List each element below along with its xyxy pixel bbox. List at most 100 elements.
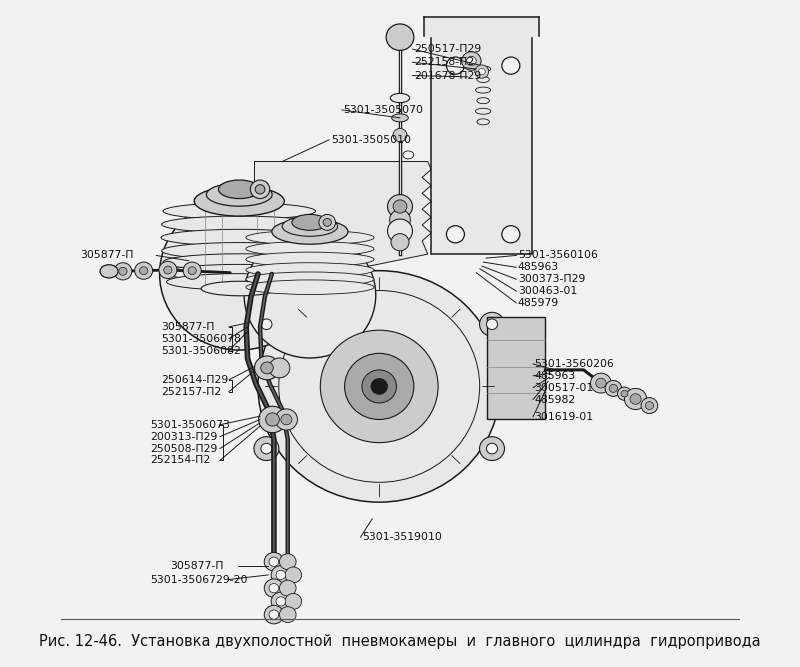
Text: Рис. 12-46.  Установка двухполостной  пневмокамеры  и  главного  цилиндра  гидро: Рис. 12-46. Установка двухполостной пнев… xyxy=(39,634,761,649)
Text: 5301-3560206: 5301-3560206 xyxy=(534,359,614,369)
Text: 5301-3506073: 5301-3506073 xyxy=(150,420,230,430)
Circle shape xyxy=(269,358,290,378)
Circle shape xyxy=(502,225,520,243)
Text: 485963: 485963 xyxy=(518,262,559,272)
Circle shape xyxy=(255,185,265,194)
Circle shape xyxy=(278,291,480,482)
Ellipse shape xyxy=(272,219,348,244)
Text: 300463-01: 300463-01 xyxy=(518,286,577,296)
Ellipse shape xyxy=(475,87,490,93)
Circle shape xyxy=(258,406,286,433)
Circle shape xyxy=(391,233,409,251)
Circle shape xyxy=(164,266,172,274)
Text: 5301-3519010: 5301-3519010 xyxy=(362,532,442,542)
Circle shape xyxy=(279,580,296,596)
Ellipse shape xyxy=(218,180,260,199)
Circle shape xyxy=(590,374,611,393)
Circle shape xyxy=(387,219,413,243)
Ellipse shape xyxy=(166,273,312,290)
Text: 485982: 485982 xyxy=(534,395,576,405)
Ellipse shape xyxy=(292,214,328,230)
Text: 485963: 485963 xyxy=(534,371,576,381)
Circle shape xyxy=(244,232,376,358)
Circle shape xyxy=(605,380,622,396)
Text: 5301-3506082: 5301-3506082 xyxy=(161,346,241,356)
Circle shape xyxy=(279,554,296,570)
Circle shape xyxy=(159,261,177,279)
Circle shape xyxy=(479,437,505,460)
Circle shape xyxy=(345,354,414,420)
Circle shape xyxy=(646,402,654,410)
Circle shape xyxy=(446,225,465,243)
Bar xyxy=(486,317,546,420)
Text: 201678-П29: 201678-П29 xyxy=(414,71,481,81)
Circle shape xyxy=(479,312,505,336)
Text: 250517-П29: 250517-П29 xyxy=(414,44,481,54)
Text: 5301-3505070: 5301-3505070 xyxy=(343,105,423,115)
Circle shape xyxy=(264,552,284,571)
Circle shape xyxy=(393,200,407,213)
Circle shape xyxy=(261,444,272,454)
Circle shape xyxy=(475,65,489,78)
Circle shape xyxy=(271,566,290,584)
Ellipse shape xyxy=(162,216,317,233)
Circle shape xyxy=(118,267,127,275)
Text: 5301-3560106: 5301-3560106 xyxy=(518,250,598,260)
Circle shape xyxy=(258,271,501,502)
Ellipse shape xyxy=(477,97,490,103)
Text: 300373-П29: 300373-П29 xyxy=(518,274,585,284)
Text: 301619-01: 301619-01 xyxy=(534,412,594,422)
Circle shape xyxy=(269,610,278,619)
Polygon shape xyxy=(254,161,431,274)
Circle shape xyxy=(114,263,132,280)
Circle shape xyxy=(466,56,476,65)
Text: 252157-П2: 252157-П2 xyxy=(161,387,222,397)
Circle shape xyxy=(264,606,284,624)
Ellipse shape xyxy=(165,264,314,281)
Circle shape xyxy=(139,267,148,275)
Circle shape xyxy=(386,24,414,51)
Circle shape xyxy=(285,594,302,610)
Text: 252154-П2: 252154-П2 xyxy=(150,456,211,466)
Circle shape xyxy=(502,57,520,74)
Circle shape xyxy=(285,567,302,583)
Text: 200313-П29: 200313-П29 xyxy=(150,432,218,442)
Text: 305877-П: 305877-П xyxy=(161,322,214,332)
Text: 305877-П: 305877-П xyxy=(80,250,134,260)
Ellipse shape xyxy=(282,216,338,236)
Circle shape xyxy=(621,390,628,397)
Circle shape xyxy=(596,378,606,388)
Circle shape xyxy=(319,214,335,230)
Circle shape xyxy=(320,330,438,443)
Ellipse shape xyxy=(475,108,490,114)
Ellipse shape xyxy=(477,77,490,83)
Circle shape xyxy=(371,378,387,394)
Circle shape xyxy=(261,362,274,374)
Circle shape xyxy=(486,319,498,329)
Circle shape xyxy=(281,414,292,425)
Circle shape xyxy=(486,444,498,454)
Ellipse shape xyxy=(246,280,374,294)
Text: 5301-3506078: 5301-3506078 xyxy=(161,334,241,344)
Circle shape xyxy=(271,592,290,611)
Ellipse shape xyxy=(163,254,315,270)
Circle shape xyxy=(254,312,279,336)
Ellipse shape xyxy=(163,203,315,219)
Circle shape xyxy=(269,557,278,566)
Circle shape xyxy=(478,68,486,75)
Polygon shape xyxy=(424,17,538,36)
Ellipse shape xyxy=(402,151,414,159)
Circle shape xyxy=(393,129,407,141)
Text: 485979: 485979 xyxy=(518,298,559,308)
Circle shape xyxy=(276,597,286,606)
Text: 5301-3506729-20: 5301-3506729-20 xyxy=(150,574,248,584)
Circle shape xyxy=(254,356,279,380)
Text: 5301-3505010: 5301-3505010 xyxy=(330,135,410,145)
Text: 305877-П: 305877-П xyxy=(170,562,223,572)
Circle shape xyxy=(188,267,196,275)
Circle shape xyxy=(625,388,646,410)
Ellipse shape xyxy=(246,230,374,245)
Circle shape xyxy=(266,413,279,426)
Ellipse shape xyxy=(162,243,317,259)
Circle shape xyxy=(279,607,296,622)
